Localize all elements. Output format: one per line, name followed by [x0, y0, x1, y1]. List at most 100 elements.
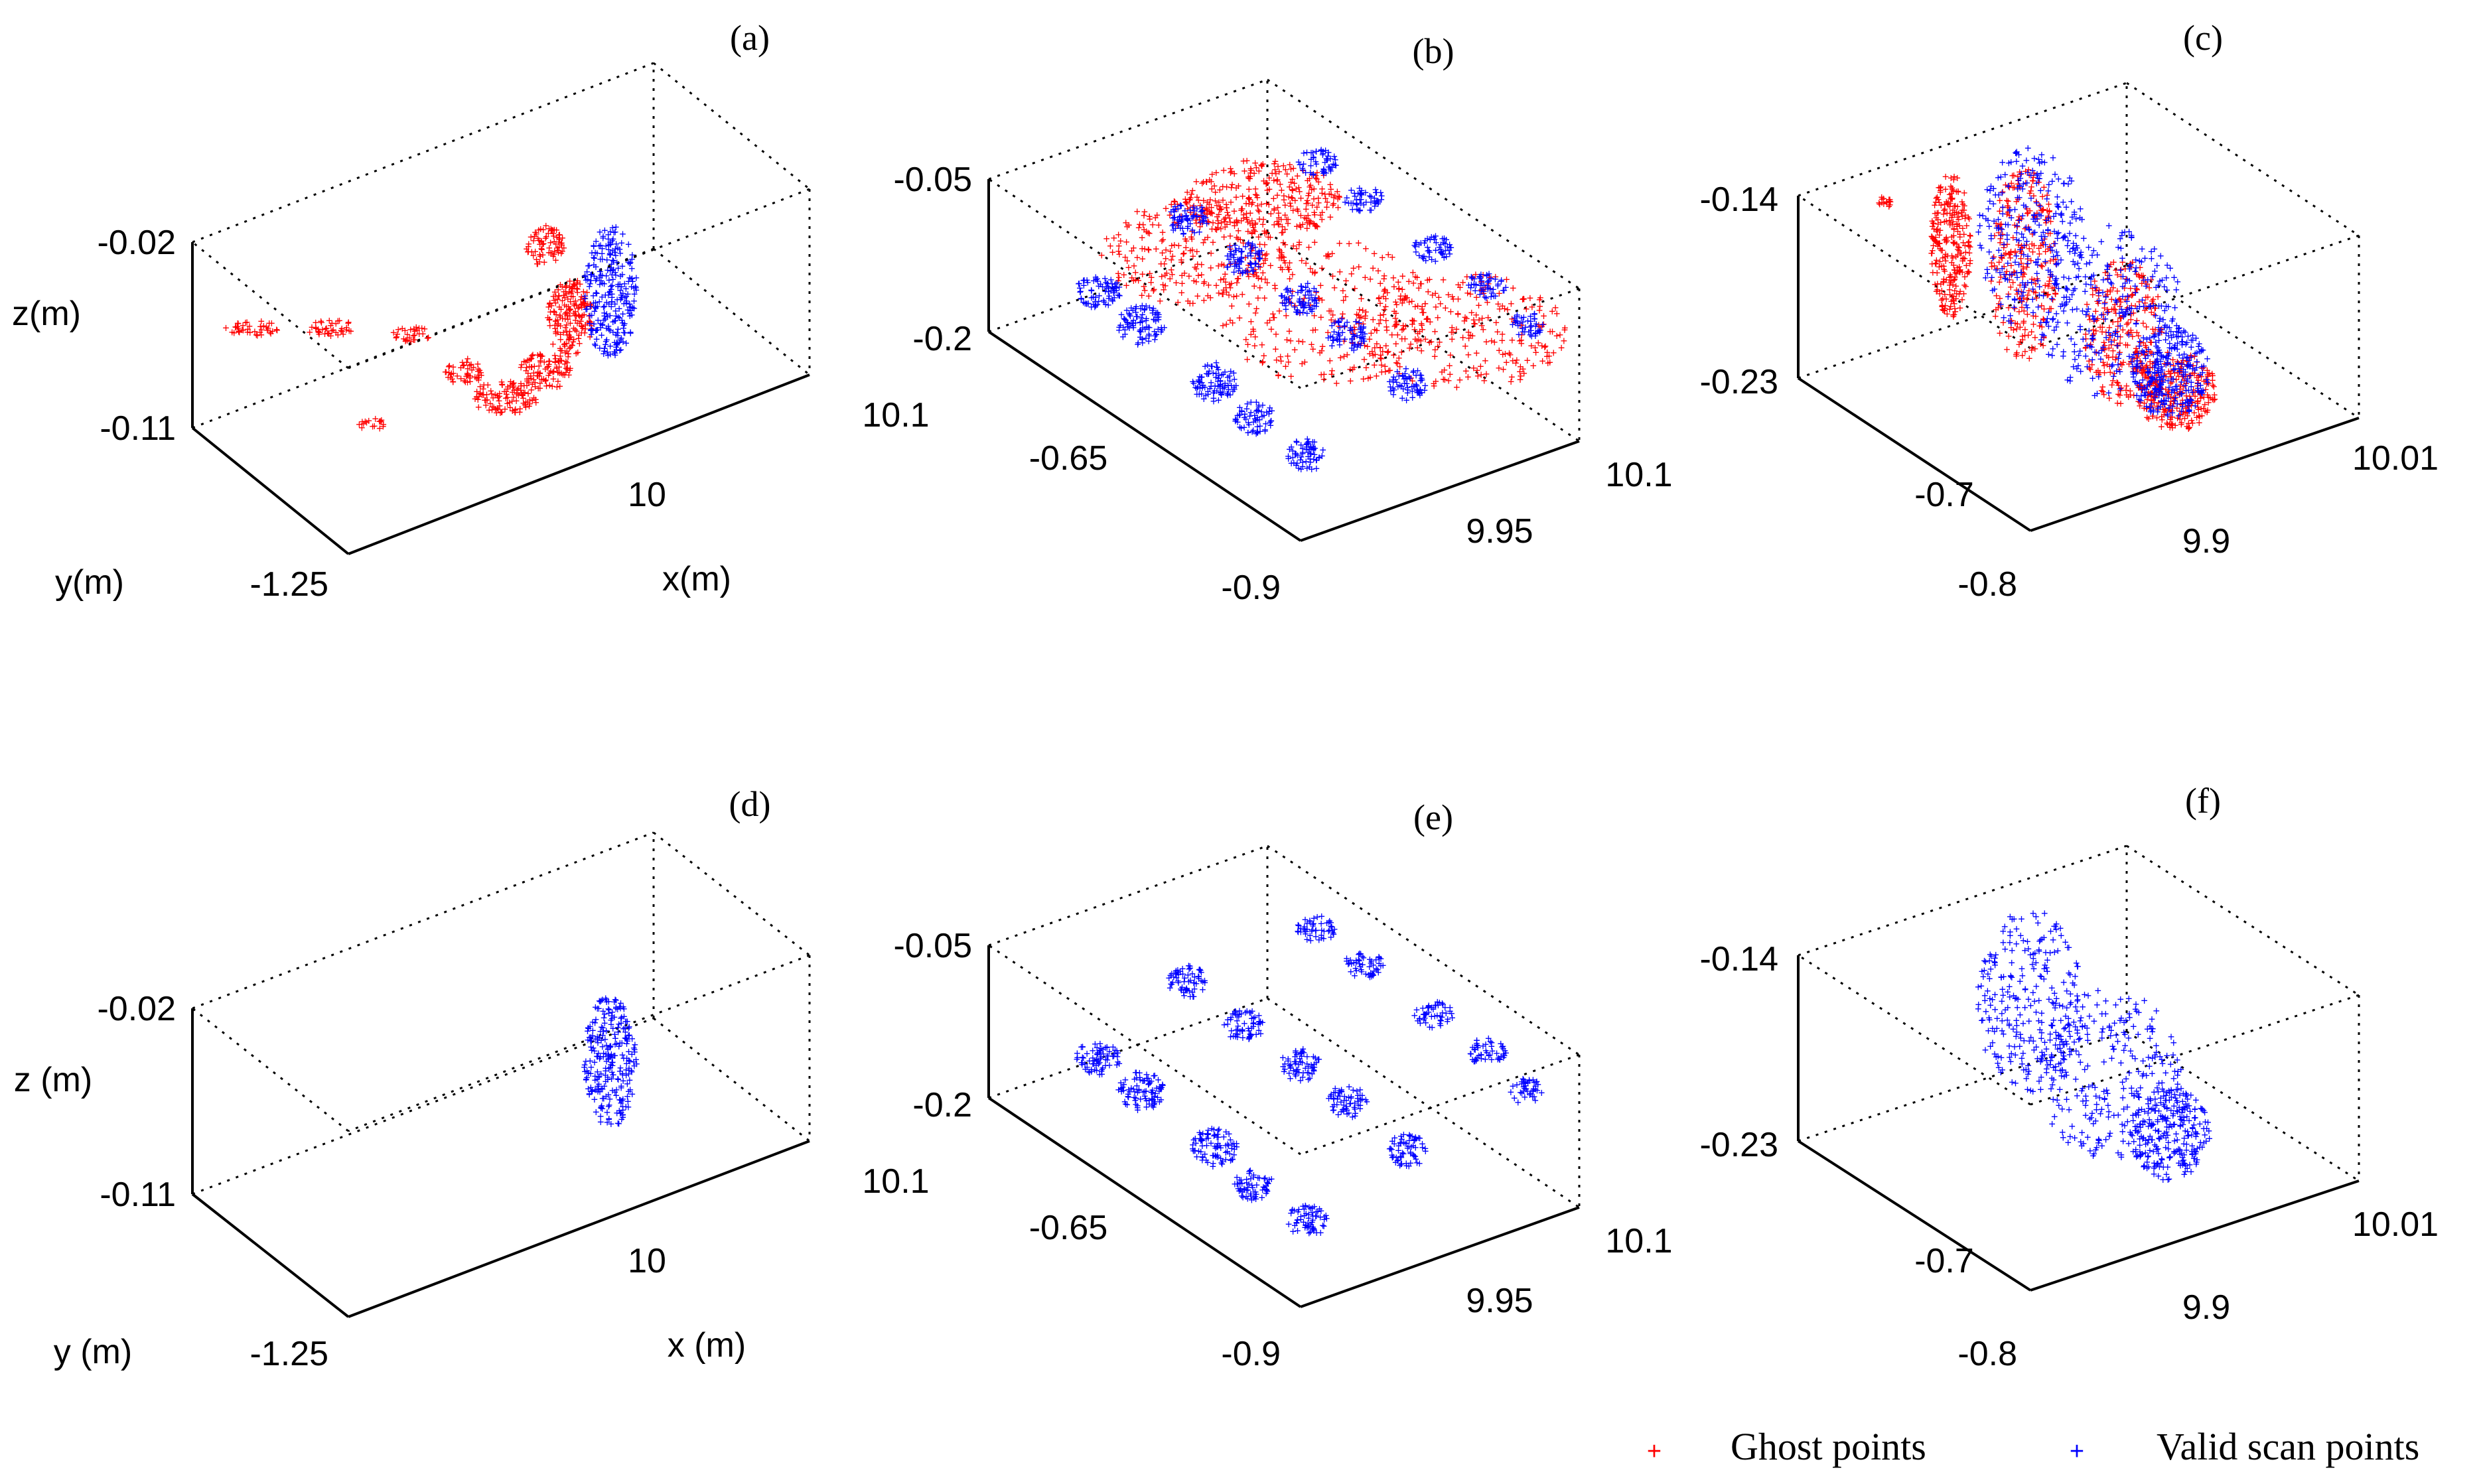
scatter-point: + [345, 316, 352, 330]
scatter-point: + [1948, 275, 1955, 288]
scatter-point: + [1955, 207, 1962, 220]
scatter-point: + [2053, 307, 2060, 320]
scatter-point: + [1539, 355, 1546, 368]
scatter-point: + [520, 386, 528, 399]
scatter-point: + [239, 324, 246, 337]
scatter-point: + [1394, 328, 1401, 342]
scatter-point: + [407, 323, 414, 336]
x-tick-label: 10.1 [862, 1162, 929, 1201]
scatter-point: + [358, 421, 366, 435]
scatter-point: + [513, 395, 520, 408]
scatter-point: + [486, 404, 493, 417]
scatter-point: + [324, 327, 331, 340]
scatter-point: + [1938, 284, 1946, 297]
scatter-point: + [473, 385, 480, 399]
scatter-point: + [490, 401, 498, 414]
scatter-point: + [1453, 381, 1460, 394]
scatter-point: + [504, 383, 512, 396]
scatter-point: + [1508, 375, 1515, 388]
scatter-point: + [414, 324, 421, 337]
scatter-point: + [1385, 345, 1392, 358]
scatter-point: + [1223, 318, 1230, 331]
scatter-point: + [504, 397, 511, 410]
scatter-point: + [582, 293, 589, 306]
scatter-point: + [1500, 363, 1507, 376]
scatter-point: + [518, 358, 526, 371]
scatter-point: + [2069, 303, 2076, 316]
scatter-point: + [1328, 368, 1335, 381]
scatter-point: + [1282, 238, 1289, 251]
scatter-point: + [404, 328, 411, 341]
scatter-point: + [1208, 261, 1215, 275]
scatter-point: + [2066, 375, 2074, 388]
z-tick-label: -0.2 [912, 320, 972, 358]
scatter-point: + [1303, 257, 1310, 270]
scatter-point: + [2021, 329, 2028, 342]
x-axis-label: x (m) [668, 1326, 746, 1365]
scatter-point: + [510, 391, 518, 404]
scatter-point: + [454, 370, 461, 383]
scatter-point: + [442, 366, 449, 379]
scatter-point: + [266, 317, 273, 330]
scatter-point: + [1245, 298, 1253, 311]
scatter-point: + [524, 373, 531, 386]
x-tick-label: 9.9 [2182, 522, 2230, 561]
scatter-point: + [1274, 201, 1281, 214]
scatter-point: + [2148, 397, 2155, 411]
scatter-point: + [1951, 308, 1958, 322]
scatter-point: + [461, 359, 468, 372]
scatter-point: + [1243, 353, 1251, 366]
scatter-point: + [1186, 270, 1193, 283]
scatter-point: + [498, 375, 506, 389]
scatter-point: + [330, 323, 337, 336]
scatter-point: + [476, 369, 483, 382]
scatter-point: + [415, 322, 423, 335]
scatter-point: + [2188, 340, 2195, 354]
y-axis-line [191, 427, 350, 555]
scatter-point: + [566, 364, 573, 377]
scatter-point: + [2117, 264, 2124, 277]
scatter-point: + [1120, 269, 1127, 282]
scatter-point: + [1261, 291, 1269, 304]
scatter-point: + [539, 350, 546, 363]
scatter-point: + [1378, 366, 1385, 379]
scatter-point: + [334, 314, 342, 328]
scatter-point: + [475, 373, 482, 387]
scatter-point: + [1228, 299, 1236, 312]
scatter-point: + [1100, 294, 1107, 307]
scatter-point: + [445, 371, 452, 384]
scatter-point: + [1350, 361, 1358, 374]
scatter-point: + [533, 396, 540, 409]
scatter-point: + [1123, 236, 1130, 249]
scatter-point: + [478, 389, 486, 402]
scatter-point: + [524, 354, 532, 368]
scatter-point: + [1483, 368, 1490, 381]
scatter-point: + [599, 291, 606, 304]
scatter-point: + [1942, 248, 1950, 261]
scatter-point: + [2172, 362, 2179, 375]
scatter-point: + [413, 321, 420, 334]
scatter-point: + [2095, 370, 2102, 383]
scatter-point: + [1146, 213, 1153, 226]
y-axis-label: y(m) [55, 563, 124, 602]
scatter-point: + [2048, 349, 2056, 362]
scatter-point: + [411, 325, 419, 338]
scatter-point: + [446, 359, 453, 372]
scatter-point: + [234, 317, 242, 330]
scatter-point: + [545, 314, 553, 327]
scatter-point: + [504, 380, 512, 393]
scatter-point: + [2093, 387, 2101, 401]
grid-line [653, 831, 810, 957]
scatter-point: + [1203, 176, 1210, 189]
scatter-point: + [480, 383, 487, 396]
scatter-point: + [1362, 271, 1369, 284]
scatter-point: + [257, 314, 265, 328]
scatter-point: + [231, 326, 238, 340]
scatter-point: + [481, 394, 488, 407]
scatter-point: + [1514, 354, 1521, 367]
scatter-point: + [482, 394, 490, 407]
scatter-point: + [1297, 438, 1305, 452]
scatter-point: + [1109, 245, 1116, 259]
scatter-point: + [2144, 366, 2151, 379]
